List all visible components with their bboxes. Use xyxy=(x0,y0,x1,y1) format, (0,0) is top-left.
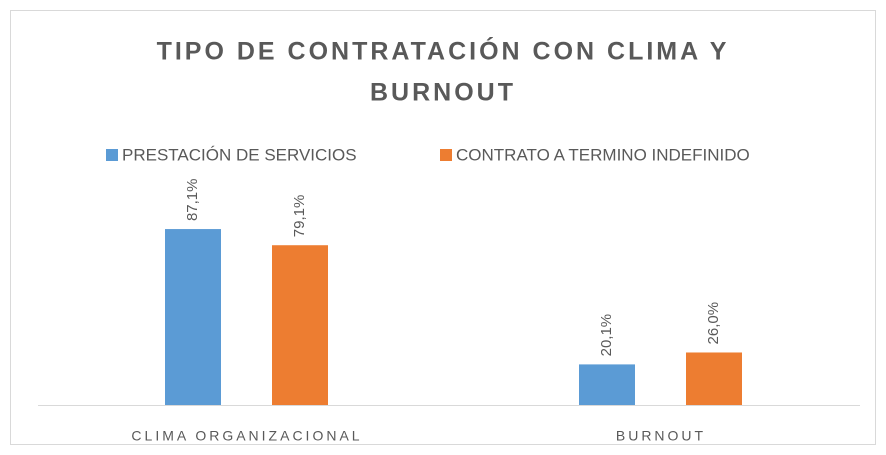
value-label: 87,1% xyxy=(184,179,201,222)
legend-swatch xyxy=(106,149,118,161)
bar xyxy=(272,245,328,405)
bar xyxy=(579,364,635,405)
value-label: 79,1% xyxy=(291,195,308,238)
chart-title: TIPO DE CONTRATACIÓN CON CLIMA Y xyxy=(157,36,730,66)
legend-label: CONTRATO A TERMINO INDEFINIDO xyxy=(456,145,750,164)
chart-border xyxy=(10,10,876,445)
chart-title: BURNOUT xyxy=(370,79,516,107)
value-label: 20,1% xyxy=(598,314,615,357)
x-tick-label: BURNOUT xyxy=(616,428,706,444)
bar xyxy=(686,352,742,405)
bar xyxy=(165,229,221,405)
x-tick-label: CLIMA ORGANIZACIONAL xyxy=(131,428,362,444)
legend-label: PRESTACIÓN DE SERVICIOS xyxy=(122,145,357,164)
legend-swatch xyxy=(440,149,452,161)
value-label: 26,0% xyxy=(705,302,722,345)
